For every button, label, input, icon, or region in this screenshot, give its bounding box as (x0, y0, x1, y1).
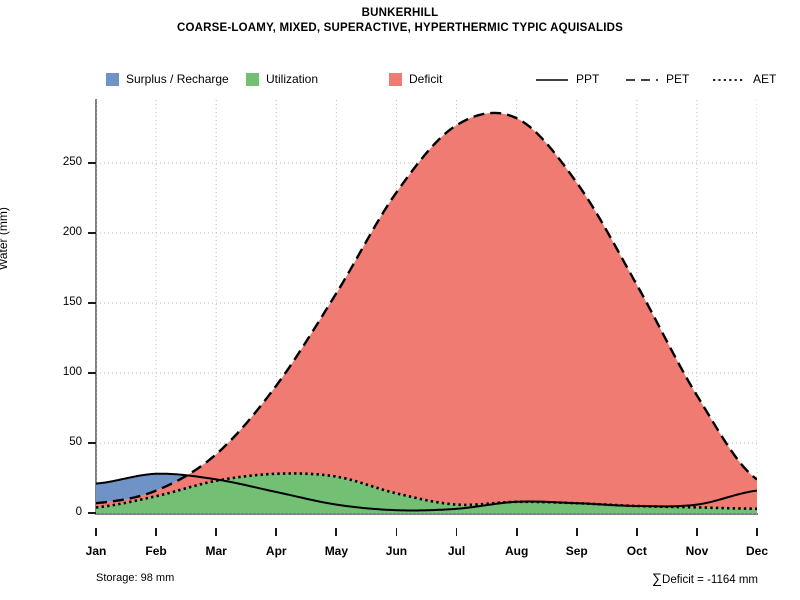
x-tick-label-mar: Mar (205, 544, 227, 558)
y-tick (88, 442, 96, 444)
y-tick (88, 302, 96, 304)
y-axis-line (95, 99, 97, 514)
sigma-icon: ∑ (652, 570, 663, 586)
y-tick (88, 372, 96, 374)
x-tick-label-feb: Feb (145, 544, 167, 558)
legend-label-pet: PET (666, 71, 690, 86)
legend-label-aet: AET (753, 71, 777, 86)
dotted-line-icon (712, 73, 746, 85)
y-tick (88, 232, 96, 234)
y-tick-label: 0 (75, 506, 82, 518)
dashed-line-icon (625, 73, 659, 85)
deficit-band (96, 112, 757, 509)
x-tick-label-jul: Jul (447, 544, 466, 558)
x-tick-label-may: May (324, 544, 349, 558)
x-axis-line (95, 513, 758, 515)
utilization-band (96, 473, 757, 513)
page-title: BUNKERHILL (361, 7, 439, 19)
x-tick (95, 528, 97, 536)
x-tick (575, 528, 578, 536)
x-tick (335, 528, 338, 536)
y-tick (88, 162, 96, 164)
y-tick-label: 250 (62, 156, 82, 168)
x-tick-label-aug: Aug (504, 544, 529, 558)
x-tick (515, 528, 518, 536)
x-tick (635, 528, 638, 536)
x-tick-label-nov: Nov (685, 544, 709, 558)
y-tick (88, 512, 96, 514)
x-tick (155, 528, 157, 536)
page-subtitle: COARSE-LOAMY, MIXED, SUPERACTIVE, HYPERT… (176, 22, 624, 34)
legend-item-deficit: Deficit (389, 68, 442, 90)
deficit-sum-note: ∑Deficit = -1164 mm (652, 570, 758, 586)
legend-item-utilization: Utilization (246, 68, 318, 90)
x-tick-label-sep: Sep (565, 544, 588, 558)
pet-curve (96, 111, 757, 505)
ppt-curve (96, 472, 757, 512)
x-tick (455, 528, 458, 536)
x-tick (215, 528, 218, 536)
y-axis-label: Water (mm) (0, 207, 10, 270)
legend-label-surplus: Surplus / Recharge (126, 71, 229, 86)
x-tick-label-jan: Jan (85, 544, 107, 558)
storage-note: Storage: 98 mm (96, 572, 175, 584)
deficit-sum-text: Deficit = -1164 mm (662, 574, 758, 586)
legend-label-ppt: PPT (576, 71, 600, 86)
y-tick-label: 150 (62, 296, 82, 308)
x-tick (395, 528, 398, 536)
x-tick-label-apr: Apr (265, 544, 287, 558)
x-tick (756, 528, 758, 536)
surplus-swatch-icon (106, 72, 119, 86)
y-tick-label: 200 (62, 226, 82, 238)
surplus-band (96, 473, 187, 504)
aet-curve (96, 472, 757, 511)
y-tick-label: 50 (69, 436, 82, 448)
water-balance-chart (96, 100, 757, 514)
legend-label-deficit: Deficit (409, 71, 443, 86)
utilization-swatch-icon (246, 72, 259, 86)
title-block: BUNKERHILL COARSE-LOAMY, MIXED, SUPERACT… (0, 6, 800, 36)
deficit-swatch-icon (389, 72, 402, 86)
legend-label-utilization: Utilization (266, 71, 319, 86)
legend-item-surplus-recharge: Surplus / Recharge (106, 68, 229, 90)
legend-item-ppt: PPT (535, 68, 599, 90)
x-tick (696, 528, 698, 536)
chart-legend: Surplus / Recharge Utilization Deficit P… (0, 68, 800, 90)
y-tick-label: 100 (62, 366, 82, 378)
legend-item-pet: PET (625, 68, 689, 90)
x-tick-label-dec: Dec (745, 544, 769, 558)
solid-line-icon (535, 73, 569, 85)
x-tick-label-jun: Jun (385, 544, 408, 558)
x-tick-label-oct: Oct (626, 544, 647, 558)
legend-item-aet: AET (712, 68, 776, 90)
plot-area (96, 100, 757, 514)
x-tick (275, 528, 278, 536)
